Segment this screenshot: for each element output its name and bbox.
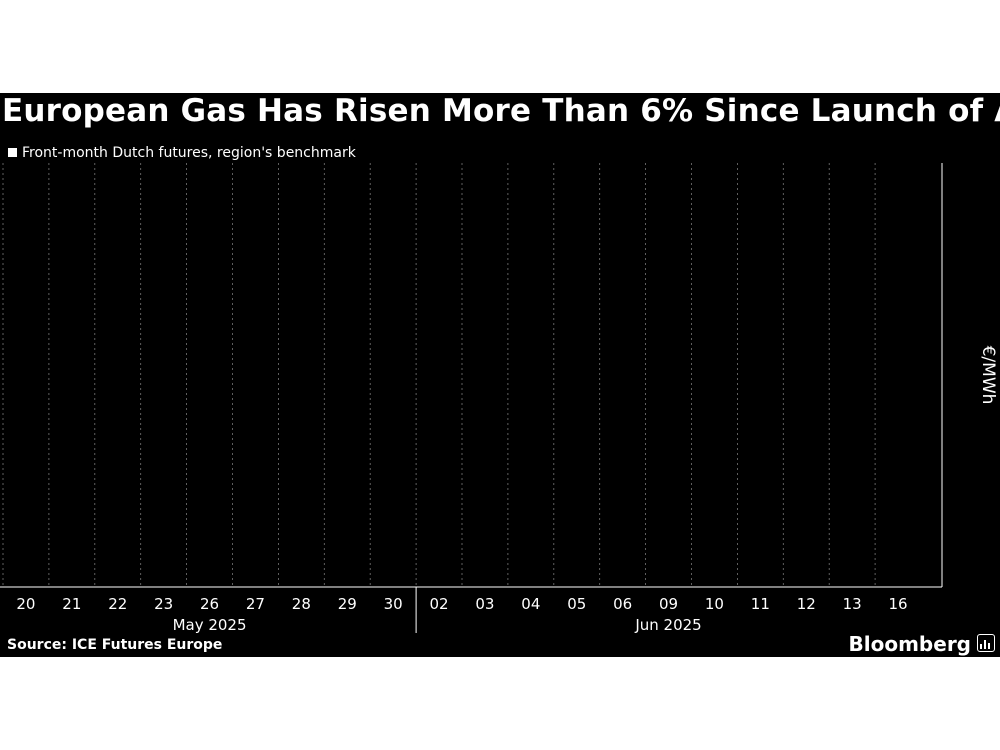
- y-axis-title: €/MWh: [978, 346, 998, 405]
- legend-swatch: [8, 148, 17, 157]
- month-label: May 2025: [173, 616, 247, 634]
- source-note: Source: ICE Futures Europe: [7, 637, 223, 653]
- chart-panel: 343536373839€/MWh20212223262728293002030…: [0, 93, 1000, 657]
- x-tick-label: 11: [751, 595, 770, 613]
- x-tick-label: 03: [475, 595, 494, 613]
- x-tick-label: 02: [430, 595, 449, 613]
- x-tick-label: 20: [16, 595, 35, 613]
- x-tick-label: 10: [705, 595, 724, 613]
- x-tick-label: 27: [246, 595, 265, 613]
- bloomberg-logo: Bloomberg: [849, 632, 995, 656]
- x-tick-label: 05: [567, 595, 586, 613]
- bloomberg-chart-icon: [977, 634, 995, 652]
- x-tick-label: 29: [338, 595, 357, 613]
- brand-name: Bloomberg: [848, 632, 971, 656]
- x-tick-label: 12: [797, 595, 816, 613]
- x-tick-label: 21: [62, 595, 81, 613]
- x-tick-label: 13: [843, 595, 862, 613]
- x-tick-label: 23: [154, 595, 173, 613]
- line-chart: 343536373839€/MWh20212223262728293002030…: [0, 163, 998, 634]
- axes: 343536373839€/MWh20212223262728293002030…: [0, 163, 998, 634]
- x-tick-label: 06: [613, 595, 632, 613]
- chart-title: European Gas Has Risen More Than 6% Sinc…: [2, 93, 1000, 129]
- x-tick-label: 22: [108, 595, 127, 613]
- gridlines: [2, 163, 876, 587]
- legend-label: Front-month Dutch futures, region's benc…: [22, 145, 356, 161]
- x-tick-label: 28: [292, 595, 311, 613]
- month-label: Jun 2025: [634, 616, 701, 634]
- x-tick-label: 16: [889, 595, 908, 613]
- x-tick-label: 04: [521, 595, 540, 613]
- legend: Front-month Dutch futures, region's benc…: [8, 145, 356, 161]
- x-tick-label: 26: [200, 595, 219, 613]
- x-tick-label: 30: [384, 595, 403, 613]
- x-tick-label: 09: [659, 595, 678, 613]
